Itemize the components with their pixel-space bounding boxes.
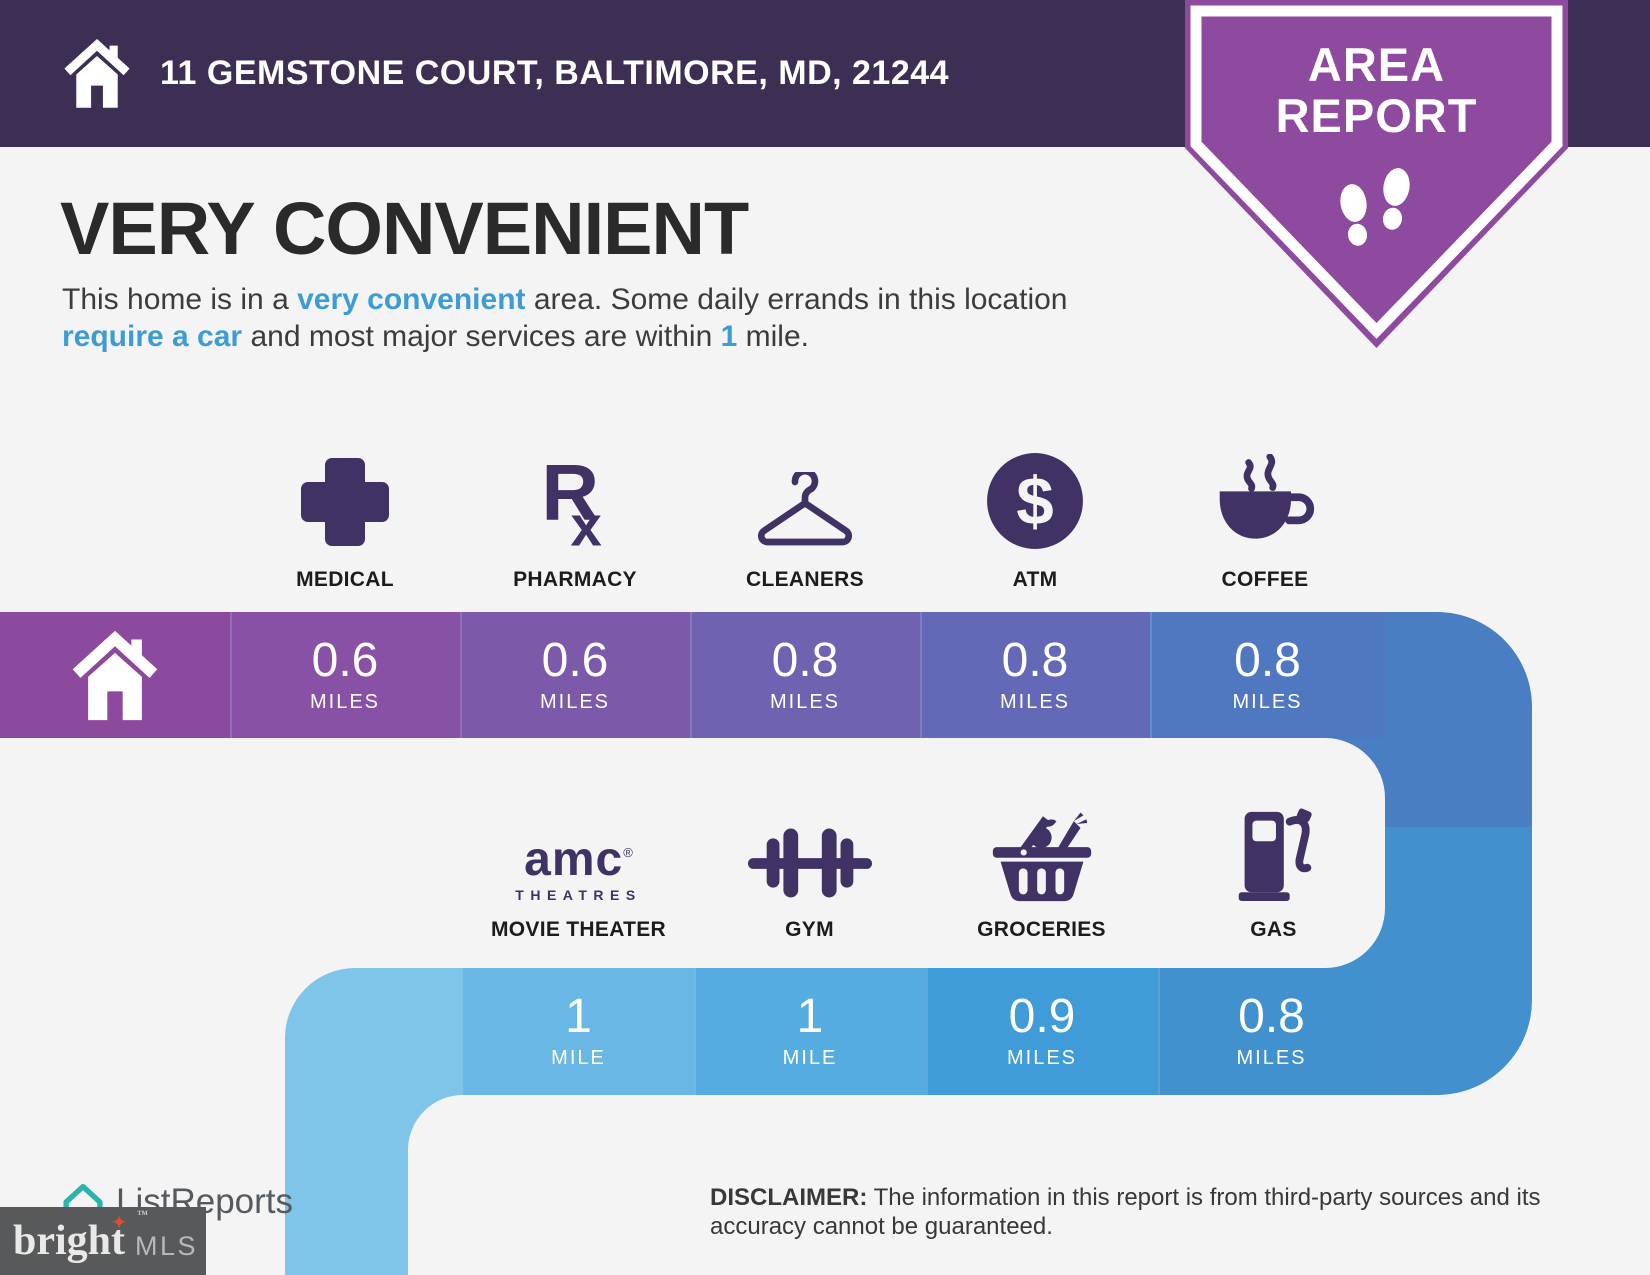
coffee-cup-icon: [1212, 454, 1318, 552]
poi-label: MOVIE THEATER: [490, 918, 667, 941]
poi-movie-theater: amc® THEATRES MOVIE THEATER: [463, 772, 694, 942]
bright-mls-logo: bright ✦ ™ MLS: [0, 1207, 206, 1275]
property-address: 11 GEMSTONE COURT, BALTIMORE, MD, 21244: [160, 54, 950, 92]
poi-label: ATM: [1012, 568, 1058, 591]
medical-cross-icon: [295, 452, 395, 552]
hanger-icon: [749, 472, 861, 552]
poi-atm: $ ATM: [920, 436, 1150, 592]
highlight-require-a-car: require a car: [62, 319, 243, 353]
amc-theatres-logo: amc® THEATRES: [515, 833, 642, 903]
rx-icon: R x: [525, 448, 625, 552]
distance-pharmacy: 0.6 MILES: [460, 612, 690, 738]
poi-label: GYM: [785, 918, 834, 941]
svg-text:x: x: [570, 494, 601, 552]
highlight-one: 1: [720, 319, 738, 353]
home-icon: [67, 624, 163, 726]
star-icon: ✦: [112, 1213, 127, 1232]
mls-wordmark: MLS: [135, 1230, 199, 1261]
poi-label: PHARMACY: [513, 568, 637, 591]
bright-wordmark: bright ✦ ™: [13, 1209, 148, 1264]
poi-cleaners: CLEANERS: [690, 436, 920, 592]
distance-atm: 0.8 MILES: [920, 612, 1150, 738]
ribbon-left-cutout: [408, 1095, 700, 1275]
svg-text:$: $: [1016, 464, 1053, 539]
poi-gas: GAS: [1158, 772, 1389, 942]
poi-coffee: COFFEE: [1150, 436, 1380, 592]
home-icon: [60, 30, 134, 116]
distance-gas: 0.8 MILES: [1158, 968, 1385, 1095]
gas-pump-icon: [1224, 804, 1324, 902]
poi-label: CLEANERS: [746, 568, 864, 591]
svg-text:R: R: [541, 448, 599, 537]
disclaimer-text: DISCLAIMER: The information in this repo…: [710, 1184, 1541, 1240]
distance-coffee: 0.8 MILES: [1150, 612, 1385, 738]
ribbon-right-cutout: [1100, 738, 1385, 968]
intro-paragraph: This home is in a very convenient area. …: [62, 283, 1068, 353]
badge-title: AREA REPORT: [1275, 38, 1478, 142]
poi-groceries: GROCERIES: [926, 772, 1157, 942]
poi-label: COFFEE: [1221, 568, 1309, 591]
badge-shape: [1185, 0, 1568, 348]
band-home-segment: [0, 612, 230, 738]
distance-gym: 1 MILE: [694, 968, 926, 1095]
distance-cleaners: 0.8 MILES: [690, 612, 920, 738]
poi-label: GAS: [1250, 918, 1297, 941]
distance-groceries: 0.9 MILES: [926, 968, 1158, 1095]
highlight-very-convenient: very convenient: [297, 283, 526, 316]
poi-medical: MEDICAL: [230, 436, 460, 592]
grocery-basket-icon: [989, 800, 1095, 902]
poi-pharmacy: R x PHARMACY: [460, 436, 690, 592]
poi-label: GROCERIES: [977, 918, 1106, 941]
walkability-headline: VERY CONVENIENT: [60, 187, 749, 270]
distance-movie-theater: 1 MILE: [463, 968, 694, 1095]
poi-gym: GYM: [694, 772, 925, 942]
footprints-icon: [1324, 165, 1429, 277]
dumbbell-icon: [746, 824, 874, 902]
poi-label: MEDICAL: [296, 568, 394, 591]
dollar-circle-icon: $: [984, 450, 1086, 552]
distance-medical: 0.6 MILES: [230, 612, 460, 738]
trademark-symbol: ™: [137, 1209, 148, 1221]
area-report-badge: AREA REPORT: [1185, 0, 1568, 348]
